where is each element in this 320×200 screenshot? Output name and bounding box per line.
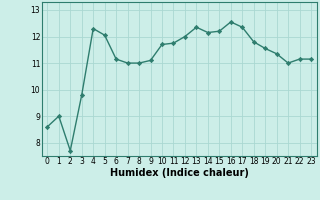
X-axis label: Humidex (Indice chaleur): Humidex (Indice chaleur) <box>110 168 249 178</box>
